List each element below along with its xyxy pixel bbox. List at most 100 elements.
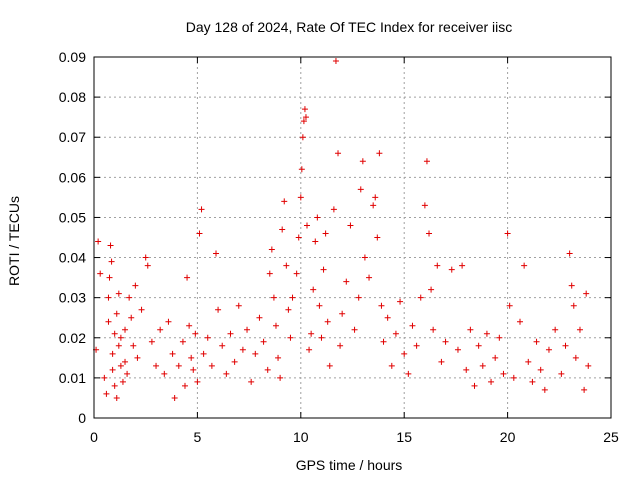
- data-point: [153, 362, 160, 369]
- data-point: [300, 118, 307, 125]
- data-point: [134, 354, 141, 361]
- data-point: [483, 330, 490, 337]
- data-point: [401, 350, 408, 357]
- data-point: [287, 334, 294, 341]
- y-axis-ticks: 0 0.01 0.02 0.03 0.04 0.05 0.06 0.07 0.08 0.09: [59, 49, 611, 426]
- data-point: [223, 370, 230, 377]
- data-point: [108, 258, 115, 265]
- data-point: [148, 338, 155, 345]
- x-tick-label: 25: [603, 429, 619, 445]
- data-point: [562, 342, 569, 349]
- data-point: [366, 274, 373, 281]
- data-point: [448, 266, 455, 273]
- data-point: [438, 358, 445, 365]
- data-points: [93, 58, 592, 401]
- data-point: [467, 326, 474, 333]
- data-point: [106, 274, 113, 281]
- data-point: [463, 366, 470, 373]
- data-point: [295, 234, 302, 241]
- data-point: [117, 334, 124, 341]
- data-point: [196, 230, 203, 237]
- data-point: [215, 306, 222, 313]
- x-tick-label: 0: [90, 429, 98, 445]
- data-point: [506, 302, 513, 309]
- data-point: [190, 366, 197, 373]
- data-point: [423, 158, 430, 165]
- data-point: [124, 370, 131, 377]
- data-point: [115, 290, 122, 297]
- data-point: [413, 342, 420, 349]
- data-point: [132, 282, 139, 289]
- data-point: [109, 350, 116, 357]
- data-point: [192, 330, 199, 337]
- data-point: [279, 226, 286, 233]
- data-point: [169, 350, 176, 357]
- data-point: [351, 326, 358, 333]
- data-point: [302, 114, 309, 121]
- data-point: [405, 370, 412, 377]
- data-point: [310, 286, 317, 293]
- data-point: [308, 330, 315, 337]
- data-point: [200, 350, 207, 357]
- data-point: [157, 326, 164, 333]
- data-point: [142, 254, 149, 261]
- data-point: [361, 254, 368, 261]
- data-point: [318, 334, 325, 341]
- data-point: [454, 346, 461, 353]
- data-point: [510, 374, 517, 381]
- data-point: [122, 326, 129, 333]
- x-tick-label: 20: [500, 429, 516, 445]
- data-point: [572, 354, 579, 361]
- data-point: [126, 294, 133, 301]
- data-point: [105, 318, 112, 325]
- data-point: [208, 362, 215, 369]
- y-tick-label: 0.04: [59, 250, 86, 266]
- data-point: [277, 374, 284, 381]
- data-point: [417, 294, 424, 301]
- data-point: [372, 194, 379, 201]
- data-point: [111, 330, 118, 337]
- data-point: [525, 358, 532, 365]
- y-tick-label: 0.09: [59, 49, 86, 65]
- data-point: [268, 246, 275, 253]
- data-point: [101, 374, 108, 381]
- data-point: [252, 350, 259, 357]
- data-point: [541, 386, 548, 393]
- data-point: [283, 262, 290, 269]
- data-point: [219, 342, 226, 349]
- data-point: [339, 310, 346, 317]
- x-axis-label: GPS time / hours: [296, 457, 403, 473]
- data-point: [384, 314, 391, 321]
- data-point: [181, 382, 188, 389]
- data-point: [320, 266, 327, 273]
- data-point: [421, 202, 428, 209]
- data-point: [105, 294, 112, 301]
- data-point: [113, 310, 120, 317]
- data-point: [479, 362, 486, 369]
- data-point: [545, 346, 552, 353]
- x-axis-ticks: 0 5 10 15 20 25: [90, 57, 619, 445]
- data-point: [471, 382, 478, 389]
- data-point: [301, 106, 308, 113]
- data-point: [227, 330, 234, 337]
- data-point: [568, 282, 575, 289]
- data-point: [239, 346, 246, 353]
- data-point: [566, 250, 573, 257]
- y-tick-label: 0.06: [59, 169, 86, 185]
- x-tick-label: 10: [293, 429, 309, 445]
- data-point: [128, 314, 135, 321]
- data-point: [95, 238, 102, 245]
- data-point: [275, 354, 282, 361]
- data-point: [297, 194, 304, 201]
- data-point: [270, 294, 277, 301]
- data-point: [521, 262, 528, 269]
- data-point: [316, 302, 323, 309]
- data-point: [583, 290, 590, 297]
- y-tick-label: 0.03: [59, 290, 86, 306]
- data-point: [179, 338, 186, 345]
- data-point: [244, 326, 251, 333]
- data-point: [537, 366, 544, 373]
- data-point: [326, 362, 333, 369]
- data-point: [188, 354, 195, 361]
- data-point: [475, 342, 482, 349]
